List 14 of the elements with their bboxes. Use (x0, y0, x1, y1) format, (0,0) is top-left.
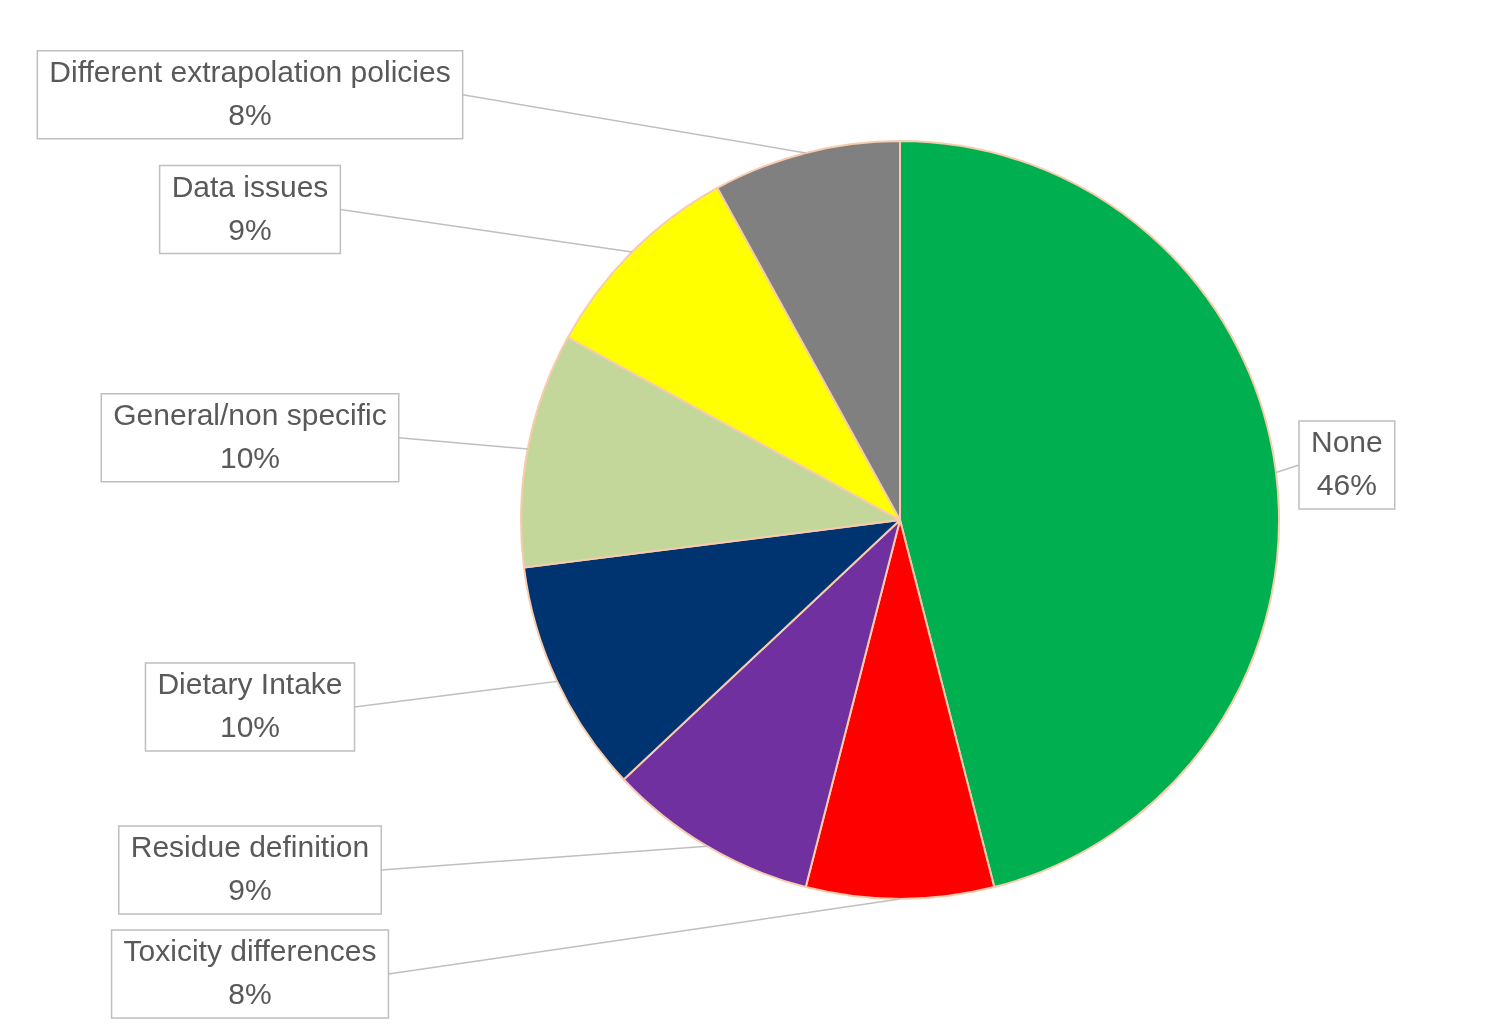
data-label: 9% (228, 212, 272, 246)
slice-label: General/non specific (113, 398, 387, 432)
data-label: 8% (228, 98, 272, 132)
data-label: 10% (219, 441, 281, 475)
data-label: 8% (228, 977, 272, 1011)
slice-label: Residue definition (130, 830, 370, 864)
slice-label: Different extrapolation policies (49, 55, 451, 89)
data-label: 10% (219, 710, 281, 744)
slice-label: Dietary Intake (157, 667, 343, 701)
slice-label: Toxicity differences (123, 934, 377, 968)
data-label: 46% (1316, 468, 1377, 502)
slice-label: None (1311, 425, 1383, 459)
slice-label: Data issues (171, 169, 329, 203)
data-label: 9% (228, 873, 272, 907)
